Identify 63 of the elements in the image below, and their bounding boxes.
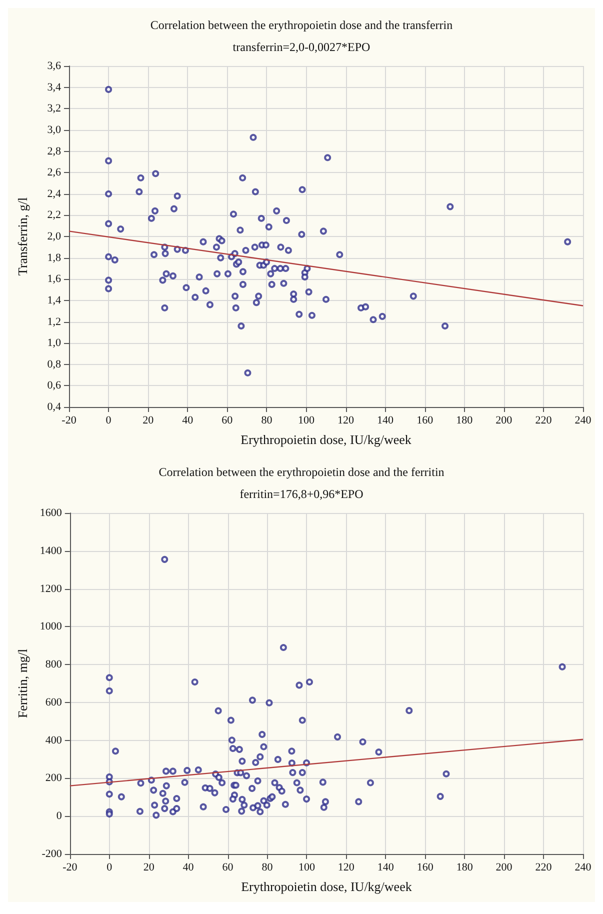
x-tick-label: 20 — [142, 414, 154, 426]
y-tick-label: 1000 — [40, 620, 62, 633]
x-tick-label: 160 — [416, 414, 434, 426]
y-tick-label: 1400 — [40, 544, 62, 557]
x-tick-label: -20 — [62, 862, 78, 874]
y-tick-label: 2,2 — [47, 209, 61, 222]
x-tick-label: 60 — [222, 414, 234, 426]
x-tick-label: 140 — [377, 862, 394, 874]
x-tick-label: 160 — [416, 862, 434, 874]
x-tick-label: 220 — [535, 414, 552, 426]
y-axis-title: Transferrin, g/l — [15, 197, 30, 276]
x-tick-label: 220 — [535, 862, 552, 874]
y-tick-label: 3,4 — [47, 81, 62, 94]
y-tick-label: 0,6 — [47, 380, 62, 392]
chart-title: Correlation between the erythropoietin dose and the ferritin — [158, 465, 444, 479]
x-tick-label: 240 — [574, 414, 592, 426]
x-tick-label: 180 — [456, 414, 474, 426]
y-tick-label: 2,8 — [47, 145, 62, 158]
y-tick-label: 1,4 — [47, 294, 62, 306]
y-tick-label: 2,6 — [47, 166, 62, 179]
x-tick-label: 80 — [262, 862, 274, 874]
x-tick-label: -20 — [62, 414, 77, 426]
y-tick-label: 200 — [45, 772, 62, 784]
x-tick-label: 60 — [222, 862, 234, 874]
y-tick-label: 2,4 — [47, 188, 62, 200]
y-tick-label: 1,8 — [47, 252, 62, 264]
x-tick-label: 120 — [338, 862, 355, 874]
chart-title: Correlation between the erythropoietin dose and the transferrin — [150, 18, 453, 32]
y-tick-label: 1600 — [40, 507, 62, 519]
x-tick-label: 0 — [106, 414, 112, 426]
x-tick-label: 20 — [143, 862, 155, 874]
y-tick-label: 1200 — [40, 582, 62, 595]
x-tick-label: 180 — [456, 862, 474, 874]
y-tick-label: 0,8 — [47, 358, 62, 370]
y-tick-label: 1,2 — [47, 316, 61, 328]
x-tick-label: 100 — [298, 414, 315, 426]
y-tick-label: 1,6 — [47, 273, 62, 286]
x-tick-label: 40 — [182, 862, 194, 874]
y-tick-label: -200 — [42, 848, 62, 860]
y-tick-label: 0,4 — [47, 401, 62, 413]
y-tick-label: 600 — [45, 696, 62, 708]
x-axis-title: Erythropoietin dose, IU/kg/week — [241, 879, 412, 894]
x-tick-label: 240 — [574, 862, 592, 874]
y-tick-label: 800 — [45, 658, 62, 671]
y-tick-label: 3,0 — [47, 124, 62, 136]
x-tick-label: 140 — [377, 414, 394, 426]
x-axis-title: Erythropoietin dose, IU/kg/week — [240, 432, 412, 447]
y-tick-label: 1,0 — [47, 337, 62, 350]
y-tick-label: 2,0 — [47, 230, 62, 242]
x-tick-label: 0 — [106, 862, 113, 874]
y-tick-label: 3,2 — [47, 102, 61, 115]
x-tick-label: 40 — [182, 414, 194, 426]
y-tick-label: 400 — [45, 734, 62, 746]
x-tick-label: 80 — [261, 414, 273, 426]
chart-subtitle: transferrin=2,0-0,0027*EPO — [232, 40, 371, 54]
y-axis-title: Ferritin, mg/l — [15, 648, 30, 718]
x-tick-label: 200 — [496, 414, 513, 426]
chart-subtitle: ferritin=176,8+0,96*EPO — [240, 487, 364, 501]
y-tick-label: 3,6 — [47, 60, 62, 72]
x-tick-label: 120 — [338, 414, 355, 426]
x-tick-label: 200 — [496, 862, 513, 874]
y-tick-label: 0 — [56, 810, 62, 822]
x-tick-label: 100 — [298, 862, 316, 874]
